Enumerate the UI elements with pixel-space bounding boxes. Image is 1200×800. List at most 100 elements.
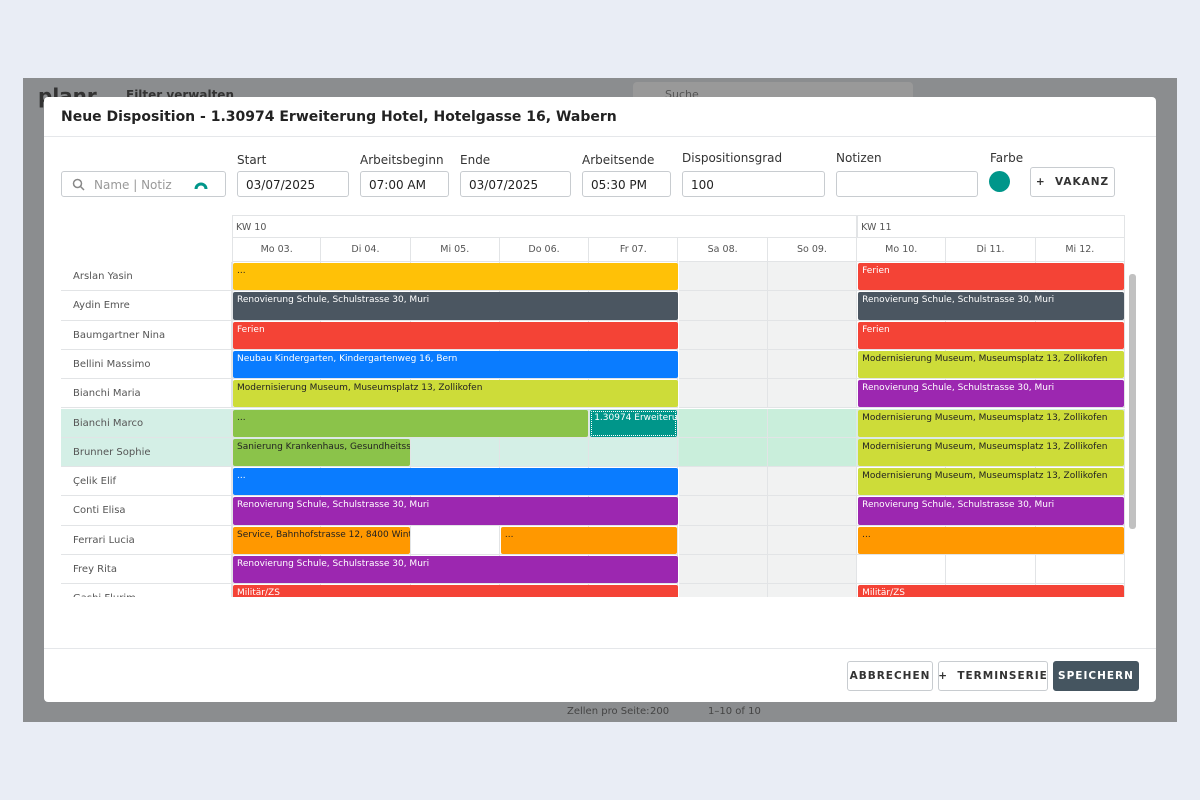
cell <box>678 584 768 597</box>
color-swatch[interactable] <box>989 171 1010 192</box>
cell <box>678 349 768 380</box>
day-header: Di 11. <box>946 238 1036 262</box>
cell <box>1035 262 1125 292</box>
cell <box>678 467 768 497</box>
field-label: Start <box>237 153 267 167</box>
field-input[interactable]: 03/07/2025 <box>237 171 349 197</box>
assignment-bar[interactable]: ... <box>858 526 1124 554</box>
cell <box>767 262 858 292</box>
field-input[interactable]: 03/07/2025 <box>460 171 571 197</box>
cell <box>1035 320 1125 350</box>
field-value: 07:00 AM <box>369 178 426 192</box>
divider <box>44 648 1156 649</box>
cell <box>589 320 679 350</box>
assignment-bar[interactable]: ... <box>500 526 678 554</box>
assignment-bar[interactable]: ... <box>233 409 589 437</box>
day-header: Mo 10. <box>857 238 947 262</box>
cell <box>1035 349 1125 380</box>
cell <box>678 262 768 292</box>
day-header: Mi 12. <box>1035 238 1125 262</box>
assignment-bar[interactable]: Renovierung Schule, Schulstrasse 30, Mur… <box>233 292 678 320</box>
assignment-bar[interactable]: Ferien <box>233 321 678 349</box>
assignment-bar[interactable]: Neubau Kindergarten, Kindergartenweg 16,… <box>233 350 678 379</box>
field-value: 05:30 PM <box>591 178 647 192</box>
placeholder: Name | Notiz <box>94 178 172 192</box>
cell <box>767 291 858 321</box>
assignment-bar[interactable]: Modernisierung Museum, Museumsplatz 13, … <box>858 438 1124 467</box>
row-name: Frey Rita <box>61 555 232 585</box>
schedule-grid: KW 10 KW 11 Mo 03. Di 04. Mi 05. Do 06. Fr 07.… <box>61 215 1136 597</box>
field-label: Dispositionsgrad <box>682 151 783 165</box>
cell <box>1035 291 1125 321</box>
cell <box>589 262 679 292</box>
field-input[interactable] <box>836 171 978 197</box>
assignment-bar[interactable]: Militär/ZS <box>858 585 1124 597</box>
row-name: Baumgartner Nina <box>61 320 232 350</box>
assignment-bar[interactable]: Renovierung Schule, Schulstrasse 30, Mur… <box>233 497 678 525</box>
field-label: Arbeitsende <box>582 153 655 167</box>
assignment-bar[interactable]: Modernisierung Museum, Museumsplatz 13, … <box>233 380 678 408</box>
row-name: Brunner Sophie <box>61 437 232 468</box>
field-input[interactable]: 07:00 AM <box>360 171 449 197</box>
day-header: Mi 05. <box>410 238 500 262</box>
cell <box>589 408 679 438</box>
scrollbar[interactable] <box>1129 274 1136 529</box>
row-name: Conti Elisa <box>61 496 232 526</box>
cell <box>767 525 858 555</box>
vacancy-button[interactable]: + VAKANZ <box>1030 167 1115 197</box>
modal: Neue Disposition - 1.30974 Erweiterung H… <box>44 97 1156 702</box>
button-text: ABBRECHEN <box>849 670 931 682</box>
cell <box>678 379 768 409</box>
cell <box>589 525 679 555</box>
field-value: 03/07/2025 <box>246 178 316 192</box>
week-header: KW 11 <box>857 215 1125 238</box>
cell <box>1035 437 1125 468</box>
cell <box>767 584 858 597</box>
cell <box>678 320 768 350</box>
assignment-bar[interactable]: Ferien <box>858 263 1124 291</box>
row-name: Aydin Emre <box>61 291 232 321</box>
name-search[interactable]: Name | Notiz <box>61 171 226 197</box>
assignment-bar[interactable]: Renovierung Schule, Schulstrasse 30, Mur… <box>233 556 678 584</box>
cell <box>1035 467 1125 497</box>
assignment-bar[interactable]: Ferien <box>858 321 1124 349</box>
day-header: Mo 03. <box>232 238 322 262</box>
week-header: KW 10 <box>232 215 858 238</box>
field-input[interactable]: 100 <box>682 171 825 197</box>
cell <box>767 379 858 409</box>
cell <box>1036 584 1125 597</box>
assignment-bar[interactable]: 1.30974 Erweiteru... <box>590 409 678 437</box>
cell <box>767 349 858 380</box>
row-name: Arslan Yasin <box>61 262 232 292</box>
rows-value[interactable]: 200 <box>650 706 670 717</box>
cell <box>767 408 858 438</box>
assignment-bar[interactable]: Renovierung Schule, Schulstrasse 30, Mur… <box>858 292 1124 320</box>
field-label: Arbeitsbeginn <box>360 153 444 167</box>
save-button[interactable]: SPEICHERN <box>1053 661 1139 691</box>
cell <box>589 584 679 597</box>
field-input[interactable]: 05:30 PM <box>582 171 671 197</box>
assignment-bar[interactable]: Modernisierung Museum, Museumsplatz 13, … <box>858 468 1124 496</box>
row-name: Bianchi Maria <box>61 379 232 409</box>
rows-label: Zellen pro Seite: <box>567 706 650 717</box>
assignment-bar[interactable]: Modernisierung Museum, Museumsplatz 13, … <box>858 350 1124 379</box>
assignment-bar[interactable]: ... <box>233 263 678 291</box>
assignment-bar[interactable]: Renovierung Schule, Schulstrasse 30, Mur… <box>858 497 1124 525</box>
cell <box>678 496 768 526</box>
assignment-bar[interactable]: ... <box>233 468 678 496</box>
assignment-bar[interactable]: Modernisierung Museum, Museumsplatz 13, … <box>858 409 1124 437</box>
assignment-bar[interactable]: Service, Bahnhofstrasse 12, 8400 Winte..… <box>233 526 410 554</box>
cell <box>767 320 858 350</box>
assignment-bar[interactable]: Militär/ZS <box>233 585 678 597</box>
search-icon <box>72 178 85 191</box>
range: 1–10 of 10 <box>708 706 761 717</box>
field-label: Notizen <box>836 151 882 165</box>
series-button[interactable]: + TERMINSERIE <box>938 661 1048 691</box>
row-name: Çelik Elif <box>61 467 232 497</box>
cell <box>410 525 500 555</box>
assignment-bar[interactable]: Sanierung Krankenhaus, Gesundheitsst... <box>233 438 410 467</box>
cell <box>678 437 768 468</box>
day-header: Sa 08. <box>678 238 768 262</box>
cancel-button[interactable]: ABBRECHEN <box>847 661 933 691</box>
assignment-bar[interactable]: Renovierung Schule, Schulstrasse 30, Mur… <box>858 380 1124 408</box>
